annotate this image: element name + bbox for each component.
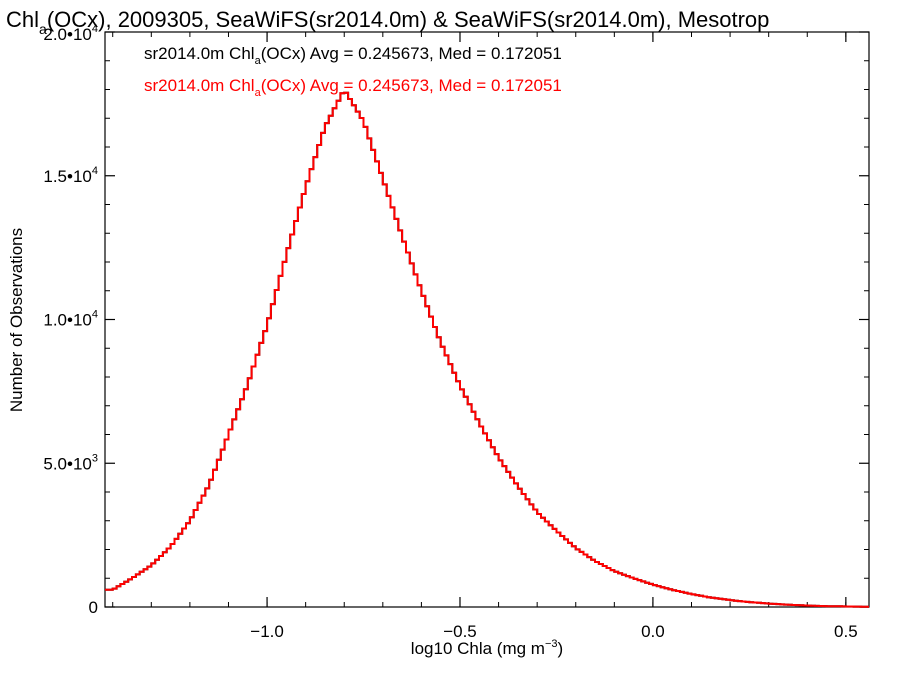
x-axis-label-main: log10 Chla (mg m (411, 639, 545, 658)
legend-black-text: sr2014.0m Chl (144, 44, 255, 63)
y-tick-label-base: 1.5•10 (43, 167, 92, 186)
y-tick-label: 1.0•104 (43, 309, 98, 330)
chart-title: Chla(OCx), 2009305, SeaWiFS(sr2014.0m) &… (6, 7, 769, 37)
y-tick-label-exponent: 4 (92, 309, 98, 321)
y-tick-label-exponent: 3 (92, 452, 98, 464)
y-tick-label-base: 1.0•10 (43, 311, 92, 330)
x-axis-ticks: −1.0 −0.5 0.0 0.5 (112, 32, 858, 641)
chart-title-main: Chl (6, 7, 39, 32)
y-tick-label: 2.0•104 (43, 23, 98, 44)
y-tick-label-base: 5.0•10 (43, 454, 92, 473)
histogram-series-red (105, 91, 869, 608)
y-tick-label: 5.0•103 (43, 452, 98, 473)
y-tick-label-base: 2.0•10 (43, 25, 92, 44)
x-axis-label-rest: ) (558, 639, 564, 658)
legend-red-rest: (OCx) Avg = 0.245673, Med = 0.172051 (261, 76, 562, 95)
legend-red-subscript: a (255, 87, 262, 99)
x-axis-label: log10 Chla (mg m−3) (411, 638, 563, 658)
legend-red-text: sr2014.0m Chl (144, 76, 255, 95)
plot-frame (104, 31, 870, 608)
x-tick-label: 0.5 (834, 622, 858, 641)
y-tick-label: 0 (89, 598, 98, 617)
legend-entry-black: sr2014.0m Chla(OCx) Avg = 0.245673, Med … (144, 44, 562, 67)
chart-title-rest: (OCx), 2009305, SeaWiFS(sr2014.0m) & Sea… (47, 7, 770, 32)
legend-black-subscript: a (255, 55, 262, 67)
y-tick-label-exponent: 4 (92, 165, 98, 177)
x-axis-label-superscript: −3 (545, 638, 558, 650)
x-tick-label: −0.5 (443, 622, 477, 641)
y-tick-label-exponent: 4 (92, 23, 98, 35)
legend-black-rest: (OCx) Avg = 0.245673, Med = 0.172051 (261, 44, 562, 63)
y-tick-label: 1.5•104 (43, 165, 98, 186)
histogram-series-black (105, 91, 869, 608)
legend-entry-red: sr2014.0m Chla(OCx) Avg = 0.245673, Med … (144, 76, 562, 99)
chart-title-subscript: a (39, 21, 47, 37)
x-tick-label: 0.0 (641, 622, 665, 641)
y-axis-label: Number of Observations (7, 228, 26, 412)
x-tick-label: −1.0 (250, 622, 284, 641)
y-tick-label-base: 0 (89, 598, 98, 617)
